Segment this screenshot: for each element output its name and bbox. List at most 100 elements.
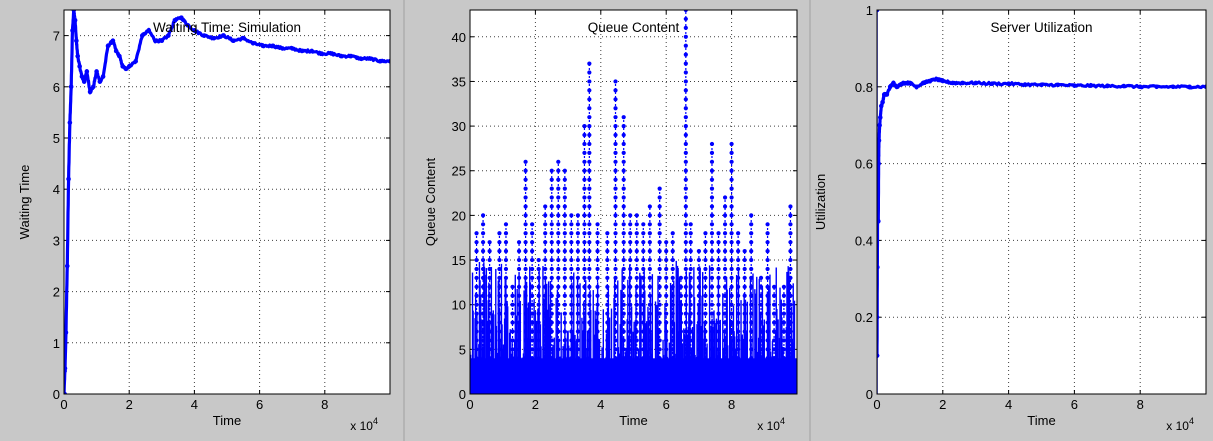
data-point — [877, 161, 880, 166]
data-point — [657, 347, 662, 352]
data-point — [523, 275, 528, 281]
data-point — [562, 365, 567, 370]
x-tick-label: 0 — [466, 397, 473, 412]
data-point — [729, 302, 734, 307]
data-point — [523, 293, 528, 298]
data-point — [523, 320, 528, 325]
data-point — [772, 382, 777, 388]
data-point — [683, 186, 688, 191]
data-point — [587, 177, 592, 182]
data-point — [749, 338, 754, 343]
data-point — [688, 302, 693, 307]
data-point — [613, 311, 618, 316]
data-point — [487, 374, 492, 379]
data-point — [647, 347, 652, 352]
data-point — [758, 293, 764, 298]
data-point — [587, 70, 592, 75]
data-point — [595, 302, 600, 307]
data-point — [683, 365, 688, 370]
data-point — [749, 240, 754, 245]
data-point — [587, 320, 592, 325]
data-point — [556, 222, 561, 227]
data-point — [703, 275, 708, 281]
data-point — [549, 231, 554, 236]
data-point — [749, 231, 754, 236]
data-point — [670, 275, 675, 281]
data-point — [487, 284, 492, 289]
data-point — [575, 231, 581, 236]
data-point — [497, 302, 502, 307]
data-point — [516, 320, 522, 325]
x-tick-label: 2 — [532, 397, 539, 412]
data-point — [758, 347, 764, 352]
data-point — [788, 231, 793, 236]
data-point — [758, 302, 764, 307]
data-point — [688, 356, 693, 361]
data-point — [749, 311, 754, 316]
data-point — [613, 374, 618, 379]
data-point — [613, 213, 618, 218]
data-point — [582, 311, 587, 316]
data-point — [556, 159, 561, 164]
data-point — [765, 365, 770, 370]
data-point — [722, 382, 728, 388]
data-point — [480, 257, 486, 263]
data-point — [736, 231, 741, 236]
data-point — [765, 249, 770, 254]
data-point — [497, 249, 502, 254]
data-point — [613, 141, 618, 147]
data-point — [634, 311, 639, 316]
data-point — [729, 249, 734, 254]
data-point — [722, 284, 728, 289]
data-point — [503, 347, 509, 352]
y-tick-label: 5 — [53, 131, 60, 146]
data-point — [487, 347, 492, 352]
data-point — [530, 329, 535, 334]
y-axis-label: Utilization — [813, 174, 828, 230]
data-point — [716, 240, 721, 245]
data-point — [613, 106, 618, 111]
data-point — [605, 382, 610, 388]
data-point — [487, 240, 492, 245]
data-point — [877, 122, 882, 128]
data-point — [569, 356, 574, 361]
data-point — [503, 365, 509, 370]
data-point — [880, 99, 885, 105]
data-point — [709, 213, 715, 218]
data-point — [696, 320, 702, 325]
data-point — [657, 186, 662, 191]
data-point — [678, 275, 684, 281]
data-point — [683, 249, 688, 254]
data-point — [634, 213, 639, 218]
data-point — [683, 338, 688, 343]
data-point — [634, 257, 639, 263]
data-point — [628, 222, 633, 227]
data-point — [613, 231, 618, 236]
data-point — [543, 338, 548, 343]
data-point — [556, 374, 561, 379]
data-point — [613, 159, 618, 164]
data-point — [582, 231, 587, 236]
data-point — [562, 329, 567, 334]
data-point — [722, 320, 728, 325]
data-point — [788, 347, 793, 352]
data-point — [569, 257, 574, 263]
data-point — [530, 231, 535, 236]
data-point — [510, 284, 515, 289]
data-point — [510, 374, 515, 379]
data-point — [749, 222, 754, 227]
data-point — [781, 347, 787, 352]
data-point — [64, 368, 67, 374]
data-point — [729, 231, 734, 236]
data-point — [749, 266, 754, 272]
data-point — [657, 311, 662, 316]
data-point — [621, 177, 626, 182]
data-point — [621, 249, 626, 254]
data-point — [503, 284, 509, 289]
data-point — [569, 222, 574, 227]
data-point — [605, 266, 610, 272]
data-point — [716, 302, 721, 307]
data-point — [562, 356, 567, 361]
data-point — [575, 293, 581, 298]
data-point — [683, 177, 688, 182]
